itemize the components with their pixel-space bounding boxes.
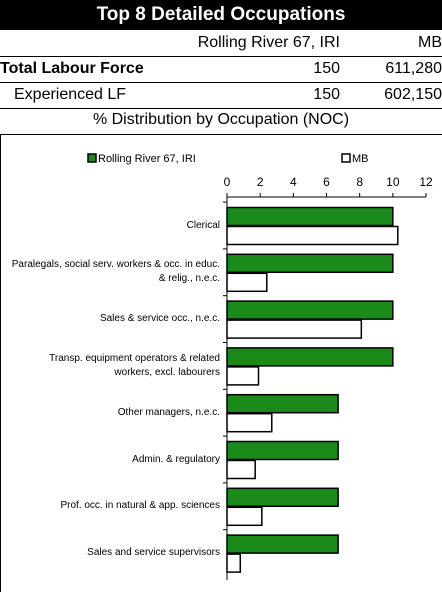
x-tick-label: 8 xyxy=(356,175,363,189)
category-label: Prof. occ. in natural & app. sciences xyxy=(60,500,220,512)
bar xyxy=(226,440,339,461)
column-header: Rolling River 67, IRI xyxy=(197,34,340,51)
legend-label: Rolling River 67, IRI xyxy=(98,153,196,165)
column-header-row: Rolling River 67, IRI MB xyxy=(0,30,442,57)
title-bar: Top 8 Detailed Occupations xyxy=(0,0,442,30)
column-header: MB xyxy=(418,34,442,51)
bar xyxy=(226,300,394,320)
bar xyxy=(226,347,394,367)
table-row: Experienced LF 150 602,150 xyxy=(0,82,442,109)
x-tick-label: 2 xyxy=(257,175,264,189)
bar xyxy=(226,506,263,527)
x-tick-label: 10 xyxy=(386,175,400,189)
bar xyxy=(226,206,394,227)
bar xyxy=(226,487,339,508)
legend-label: MB xyxy=(352,153,369,165)
bar xyxy=(226,393,339,414)
row-label: Total Labour Force xyxy=(0,60,144,77)
category-label: Sales & service occ., n.e.c. xyxy=(99,313,220,325)
cell: 150 xyxy=(313,86,340,103)
bar xyxy=(226,253,394,274)
title: Top 8 Detailed Occupations xyxy=(96,4,346,25)
cell: 611,280 xyxy=(385,60,442,77)
category-label: Sales and service supervisors xyxy=(87,547,220,559)
x-tick-label: 6 xyxy=(323,175,330,189)
caption: % Distribution by Occupation (NOC) xyxy=(92,111,350,128)
category-label: Clerical xyxy=(186,219,220,231)
legend-swatch xyxy=(87,153,97,163)
caption-row: % Distribution by Occupation (NOC) xyxy=(0,108,442,135)
bar xyxy=(226,272,268,293)
category-label: Paralegals, social serv. workers & occ. … xyxy=(11,259,220,285)
table-row: Total Labour Force 150 611,280 xyxy=(0,56,442,83)
x-tick-label: 12 xyxy=(419,175,433,189)
category-label: Other managers, n.e.c. xyxy=(117,406,220,418)
bar xyxy=(226,225,399,246)
row-label: Experienced LF xyxy=(14,86,127,103)
bar xyxy=(226,534,339,554)
bar xyxy=(226,459,256,480)
bar xyxy=(226,412,273,433)
legend-swatch xyxy=(341,153,351,163)
chart-frame xyxy=(0,135,441,592)
x-tick-label: 4 xyxy=(290,175,297,189)
cell: 602,150 xyxy=(384,86,442,103)
category-label: Transp. equipment operators & related wo… xyxy=(49,352,220,378)
bar xyxy=(226,319,363,339)
category-label: Admin. & regulatory xyxy=(132,453,220,465)
cell: 150 xyxy=(313,60,340,77)
bar xyxy=(226,366,260,386)
x-tick-label: 0 xyxy=(224,175,231,189)
bar xyxy=(226,553,242,573)
